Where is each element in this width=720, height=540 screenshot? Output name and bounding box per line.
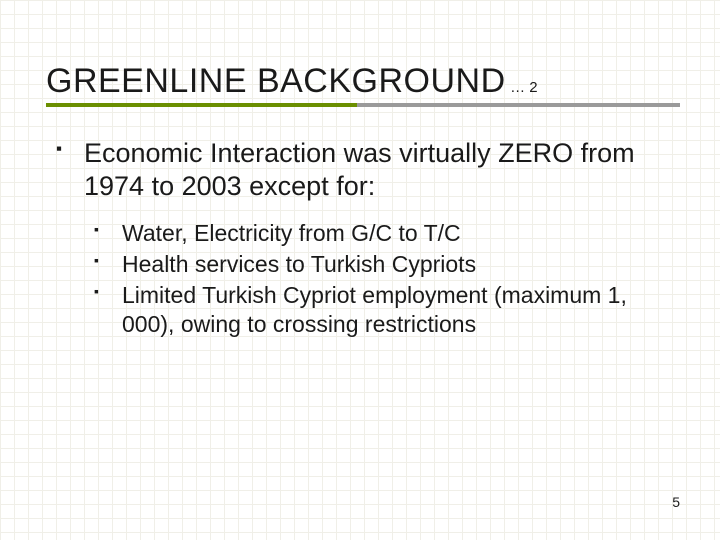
- list-item: Health services to Turkish Cypriots: [90, 250, 670, 279]
- bullet-list-lvl1: Economic Interaction was virtually ZERO …: [54, 137, 670, 339]
- bullet-list-lvl2: Water, Electricity from G/C to T/C Healt…: [90, 219, 670, 339]
- title-underline: [46, 103, 680, 107]
- slide-title: GREENLINE BACKGROUND: [46, 62, 506, 100]
- rule-segment-green: [46, 103, 357, 107]
- bullet-text: Health services to Turkish Cypriots: [122, 251, 476, 277]
- list-item: Economic Interaction was virtually ZERO …: [54, 137, 670, 339]
- bullet-text: Water, Electricity from G/C to T/C: [122, 220, 461, 246]
- list-item: Limited Turkish Cypriot employment (maxi…: [90, 281, 670, 339]
- page-number: 5: [672, 494, 680, 510]
- title-block: GREENLINE BACKGROUND … 2: [46, 62, 680, 117]
- slide-title-suffix: … 2: [510, 79, 538, 96]
- bullet-text: Limited Turkish Cypriot employment (maxi…: [122, 282, 627, 337]
- content-area: Economic Interaction was virtually ZERO …: [46, 137, 680, 339]
- bullet-text: Economic Interaction was virtually ZERO …: [84, 138, 635, 201]
- list-item: Water, Electricity from G/C to T/C: [90, 219, 670, 248]
- slide: GREENLINE BACKGROUND … 2 Economic Intera…: [0, 0, 720, 339]
- rule-segment-gray: [357, 103, 680, 107]
